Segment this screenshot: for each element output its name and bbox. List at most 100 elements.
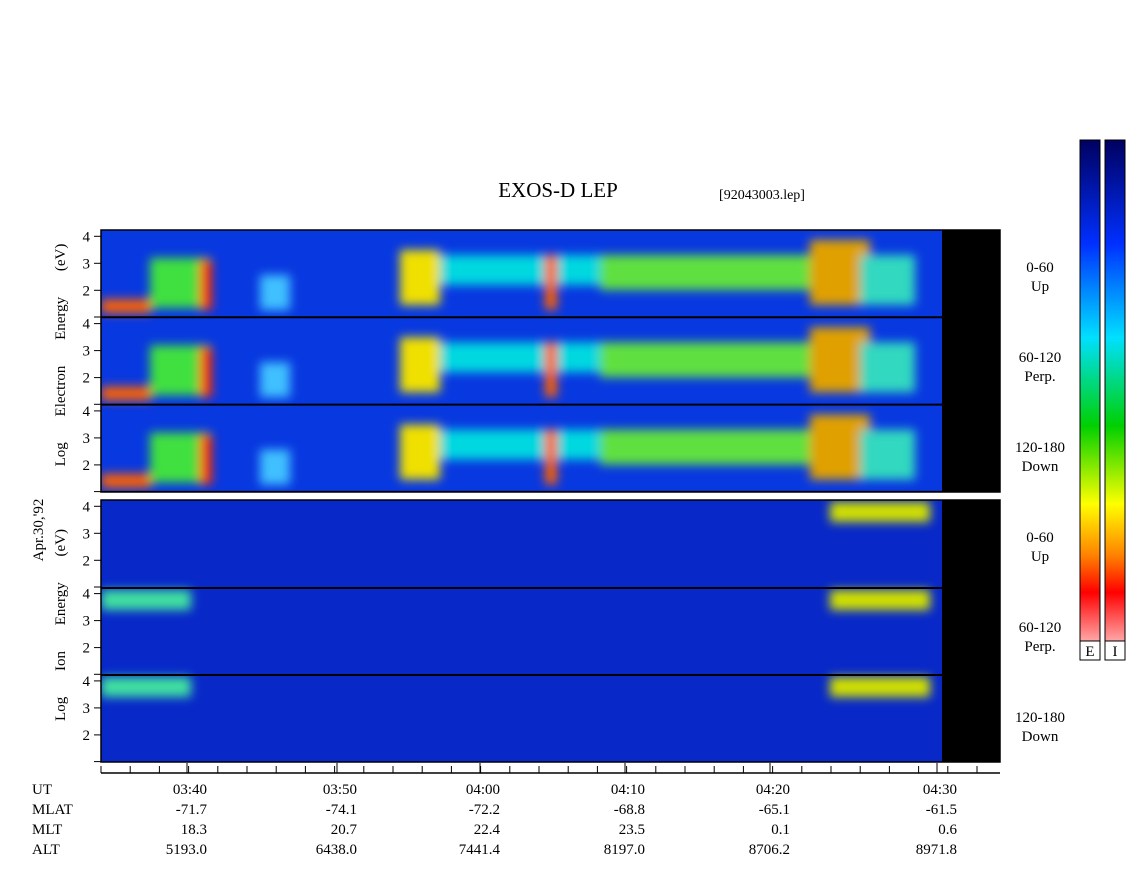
y-tick-label: 4 bbox=[83, 674, 91, 690]
blob bbox=[400, 337, 440, 393]
row-label: MLAT bbox=[32, 802, 73, 818]
y-tick-label: 2 bbox=[83, 371, 91, 387]
y-tick-label: 2 bbox=[83, 641, 91, 657]
row-value: 04:20 bbox=[756, 782, 790, 798]
y-tick-label: 3 bbox=[83, 614, 91, 630]
y-tick-label: 2 bbox=[83, 283, 91, 299]
blob bbox=[101, 299, 151, 314]
blob bbox=[200, 260, 212, 310]
blob bbox=[830, 677, 930, 697]
angle-range: 120-180 bbox=[1015, 440, 1065, 456]
angle-direction: Perp. bbox=[1024, 369, 1055, 385]
row-value: -72.2 bbox=[469, 802, 500, 818]
colorbar-label: E bbox=[1085, 644, 1094, 660]
row-value: 20.7 bbox=[331, 822, 358, 838]
y-tick-label: 3 bbox=[83, 256, 91, 272]
blobs bbox=[101, 414, 915, 488]
blob bbox=[400, 250, 440, 305]
blob bbox=[600, 342, 820, 378]
blobs bbox=[101, 327, 915, 401]
blob bbox=[440, 342, 610, 373]
row-value: -61.5 bbox=[926, 802, 957, 818]
y-tick-label: 2 bbox=[83, 458, 91, 474]
blob bbox=[860, 342, 915, 393]
blobs bbox=[101, 240, 915, 314]
row-value: 18.3 bbox=[181, 822, 207, 838]
angle-direction: Up bbox=[1031, 279, 1049, 295]
row-label: MLT bbox=[32, 822, 62, 838]
blob bbox=[860, 429, 915, 480]
no-data bbox=[942, 230, 1000, 492]
axis-frame bbox=[100, 499, 1001, 763]
blob bbox=[600, 255, 820, 290]
y-tick-label: 3 bbox=[83, 526, 91, 542]
y-tick-label: 3 bbox=[83, 701, 91, 717]
angle-direction: Down bbox=[1022, 459, 1059, 475]
row-label: ALT bbox=[32, 842, 60, 858]
blob bbox=[101, 473, 151, 488]
angle-direction: Down bbox=[1022, 729, 1059, 745]
angle-range: 0-60 bbox=[1026, 260, 1054, 276]
colorbar-label-box bbox=[1079, 640, 1101, 661]
row-value: 8971.8 bbox=[916, 842, 957, 858]
row-value: 6438.0 bbox=[316, 842, 357, 858]
electron-spectrogram bbox=[101, 230, 942, 492]
y-tick-label: 2 bbox=[83, 728, 91, 744]
ion-axis-label: Log Ion Energy (eV) bbox=[53, 529, 69, 721]
blob bbox=[260, 362, 290, 398]
row-value: -74.1 bbox=[326, 802, 357, 818]
spectrogram-bg bbox=[101, 500, 942, 762]
angle-range: 60-120 bbox=[1019, 350, 1062, 366]
y-tick-label: 4 bbox=[83, 404, 91, 420]
colorbar-e bbox=[1079, 139, 1101, 661]
angle-direction: Perp. bbox=[1024, 639, 1055, 655]
colorbar-label: I bbox=[1113, 644, 1118, 660]
blob bbox=[101, 677, 191, 697]
blob bbox=[600, 429, 820, 465]
blob bbox=[545, 429, 557, 485]
blob bbox=[830, 502, 930, 522]
blob bbox=[200, 347, 212, 398]
blob bbox=[860, 255, 915, 305]
y-tick-label: 4 bbox=[83, 229, 91, 245]
row-value: 7441.4 bbox=[459, 842, 501, 858]
blob bbox=[545, 342, 557, 398]
angle-range: 120-180 bbox=[1015, 710, 1065, 726]
row-value: 04:00 bbox=[466, 782, 500, 798]
row-value: 23.5 bbox=[619, 822, 645, 838]
date-label: Apr.30,'92 bbox=[31, 499, 47, 562]
angle-range: 60-120 bbox=[1019, 620, 1062, 636]
row-value: 8706.2 bbox=[749, 842, 790, 858]
blob bbox=[400, 424, 440, 480]
blob bbox=[260, 449, 290, 485]
row-value: 04:30 bbox=[923, 782, 957, 798]
row-value: 8197.0 bbox=[604, 842, 645, 858]
row-value: 22.4 bbox=[474, 822, 501, 838]
row-value: -68.8 bbox=[614, 802, 645, 818]
colorbar-label-box bbox=[1104, 640, 1126, 661]
y-tick-label: 2 bbox=[83, 553, 91, 569]
blobs bbox=[101, 502, 930, 697]
row-value: 0.6 bbox=[938, 822, 957, 838]
angle-range: 0-60 bbox=[1026, 530, 1054, 546]
ion-spectrogram bbox=[101, 500, 942, 762]
row-value: 03:50 bbox=[323, 782, 357, 798]
blob bbox=[830, 590, 930, 610]
y-tick-label: 3 bbox=[83, 431, 91, 447]
colorbar-i bbox=[1104, 139, 1126, 661]
electron-axis-label: Log Electron Energy (eV) bbox=[53, 244, 69, 467]
row-value: 0.1 bbox=[771, 822, 790, 838]
row-value: 5193.0 bbox=[166, 842, 207, 858]
angle-direction: Up bbox=[1031, 549, 1049, 565]
row-value: 03:40 bbox=[173, 782, 207, 798]
y-tick-label: 4 bbox=[83, 317, 91, 333]
blob bbox=[440, 255, 610, 285]
y-tick-label: 3 bbox=[83, 344, 91, 360]
row-value: -65.1 bbox=[759, 802, 790, 818]
no-data bbox=[942, 500, 1000, 762]
blob bbox=[260, 275, 290, 310]
y-tick-label: 4 bbox=[83, 499, 91, 515]
axis-frame bbox=[100, 229, 1001, 493]
file-name: [92043003.lep] bbox=[719, 188, 805, 203]
